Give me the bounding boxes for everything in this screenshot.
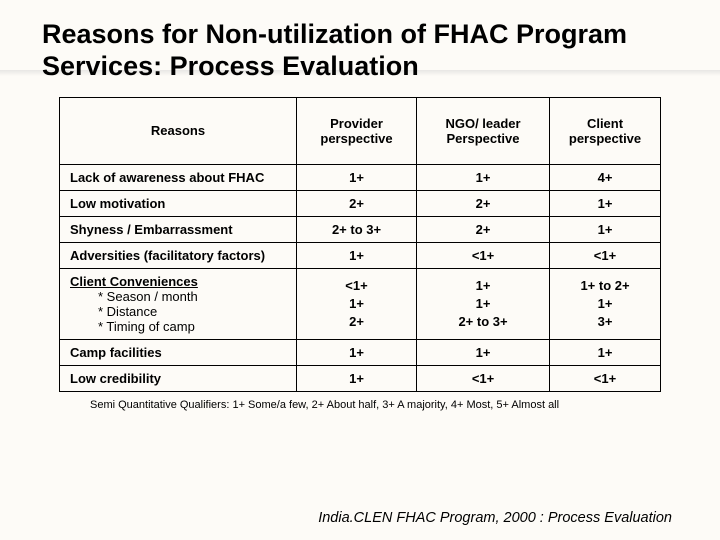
value-cell: 1+: [297, 242, 417, 268]
reason-label: Adversities (facilitatory factors): [60, 242, 297, 268]
value-cell: 4+: [550, 164, 661, 190]
value-cell: 2+: [417, 190, 550, 216]
table-header-row: Reasons Provider perspective NGO/ leader…: [60, 97, 661, 164]
col-client: Client perspective: [550, 97, 661, 164]
value-cell: 1+: [550, 190, 661, 216]
value-cell: <1+: [417, 365, 550, 391]
table-row: Shyness / Embarrassment2+ to 3+2+1+: [60, 216, 661, 242]
table-row: Adversities (facilitatory factors)1+<1+<…: [60, 242, 661, 268]
table-row: Client Conveniences* Season / month* Dis…: [60, 268, 661, 339]
reason-label: Shyness / Embarrassment: [60, 216, 297, 242]
value-cell: <1+: [550, 242, 661, 268]
value-cell: 1+: [550, 216, 661, 242]
qualifiers-footnote: Semi Quantitative Qualifiers: 1+ Some/a …: [90, 399, 678, 411]
source-credit: India.CLEN FHAC Program, 2000 : Process …: [318, 510, 672, 526]
value-cell: 1+: [550, 339, 661, 365]
value-cell: <1+: [417, 242, 550, 268]
reason-label: Lack of awareness about FHAC: [60, 164, 297, 190]
slide-title: Reasons for Non-utilization of FHAC Prog…: [42, 18, 678, 83]
table-row: Low motivation2+2+1+: [60, 190, 661, 216]
value-cell: <1+ 1+ 2+: [297, 268, 417, 339]
reason-label: Low credibility: [60, 365, 297, 391]
value-cell: 2+: [297, 190, 417, 216]
reason-label: Low motivation: [60, 190, 297, 216]
reason-label: Camp facilities: [60, 339, 297, 365]
value-cell: 2+: [417, 216, 550, 242]
value-cell: <1+: [550, 365, 661, 391]
value-cell: 1+: [417, 164, 550, 190]
value-cell: 2+ to 3+: [297, 216, 417, 242]
value-cell: 1+ to 2+ 1+ 3+: [550, 268, 661, 339]
table-row: Camp facilities1+1+1+: [60, 339, 661, 365]
col-ngo: NGO/ leader Perspective: [417, 97, 550, 164]
value-cell: 1+: [297, 339, 417, 365]
table-body: Lack of awareness about FHAC1+1+4+Low mo…: [60, 164, 661, 391]
col-provider: Provider perspective: [297, 97, 417, 164]
slide-container: Reasons for Non-utilization of FHAC Prog…: [0, 0, 720, 421]
value-cell: 1+: [297, 164, 417, 190]
value-cell: 1+ 1+ 2+ to 3+: [417, 268, 550, 339]
col-reasons: Reasons: [60, 97, 297, 164]
reasons-table: Reasons Provider perspective NGO/ leader…: [59, 97, 661, 392]
table-row: Low credibility1+<1+<1+: [60, 365, 661, 391]
reason-label: Client Conveniences* Season / month* Dis…: [60, 268, 297, 339]
value-cell: 1+: [417, 339, 550, 365]
table-row: Lack of awareness about FHAC1+1+4+: [60, 164, 661, 190]
value-cell: 1+: [297, 365, 417, 391]
